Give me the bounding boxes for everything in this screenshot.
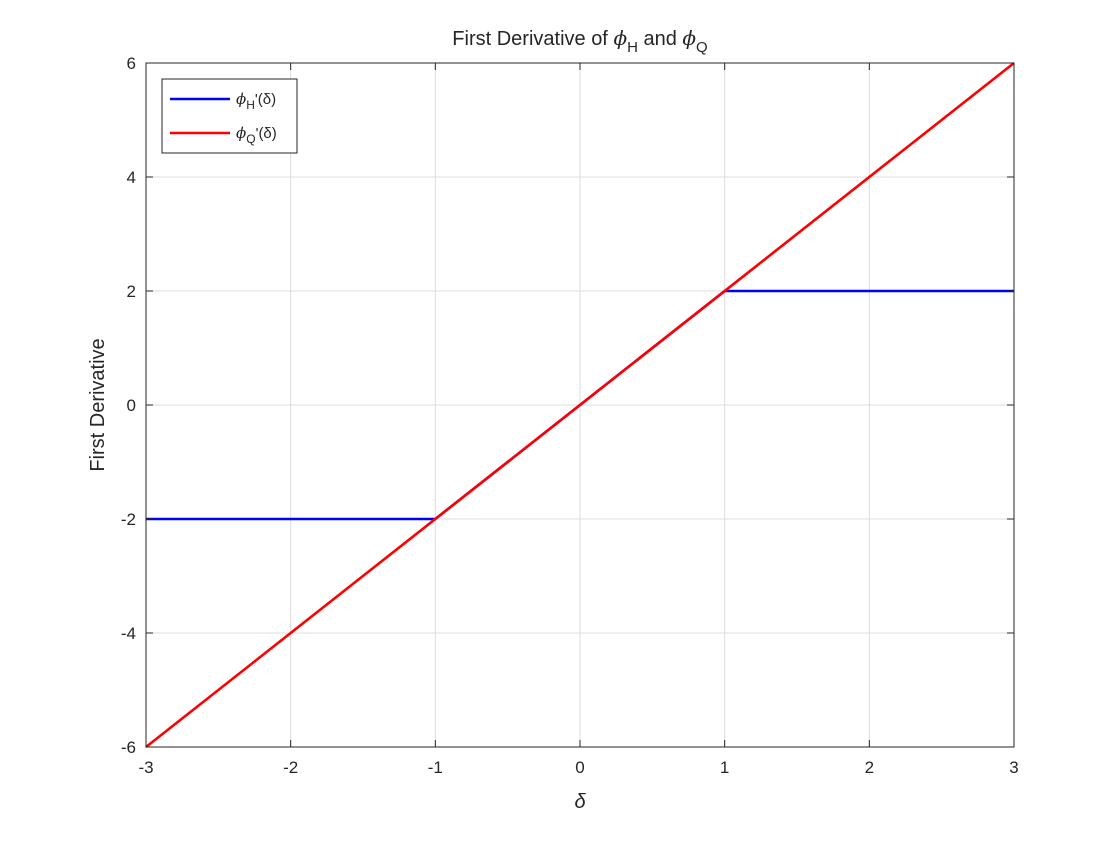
y-tick-label: 2 <box>127 282 136 301</box>
legend-label-phi-h: ϕH'(δ) <box>236 90 276 112</box>
title-sub-q: Q <box>696 39 708 56</box>
title-text-pre: First Derivative of <box>452 28 613 50</box>
series-line-phi-q <box>145 61 1015 749</box>
plot-area <box>145 61 1015 749</box>
x-tick-label: -2 <box>283 758 298 777</box>
y-tick-label: 0 <box>127 396 136 415</box>
x-tick-label: -1 <box>428 758 443 777</box>
y-tick-label: -2 <box>121 510 136 529</box>
title-sub-h: H <box>627 39 638 56</box>
y-tick-label: 4 <box>127 168 136 187</box>
y-tick-label: 6 <box>127 54 136 73</box>
chart-title: First Derivative of ϕH and ϕQ <box>452 26 707 56</box>
title-text-mid: and <box>638 28 682 50</box>
legend: ϕH'(δ) ϕQ'(δ) <box>161 78 298 154</box>
x-axis-label: δ <box>574 791 586 813</box>
x-tick-label: 1 <box>720 758 729 777</box>
legend-box <box>161 78 298 154</box>
ticks: -3 -2 -1 0 1 2 3 -6 -4 -2 0 2 4 6 <box>121 54 1019 777</box>
y-tick-label: -6 <box>121 738 136 757</box>
x-tick-label: 0 <box>575 758 584 777</box>
title-phi-symbol: ϕ <box>613 26 627 50</box>
x-tick-label: 3 <box>1009 758 1018 777</box>
x-tick-label: -3 <box>138 758 153 777</box>
y-axis-label: First Derivative <box>87 338 109 471</box>
legend-label-phi-q: ϕQ'(δ) <box>236 124 277 146</box>
title-phi-symbol: ϕ <box>682 26 696 50</box>
x-tick-label: 2 <box>865 758 874 777</box>
y-tick-label: -4 <box>121 624 136 643</box>
